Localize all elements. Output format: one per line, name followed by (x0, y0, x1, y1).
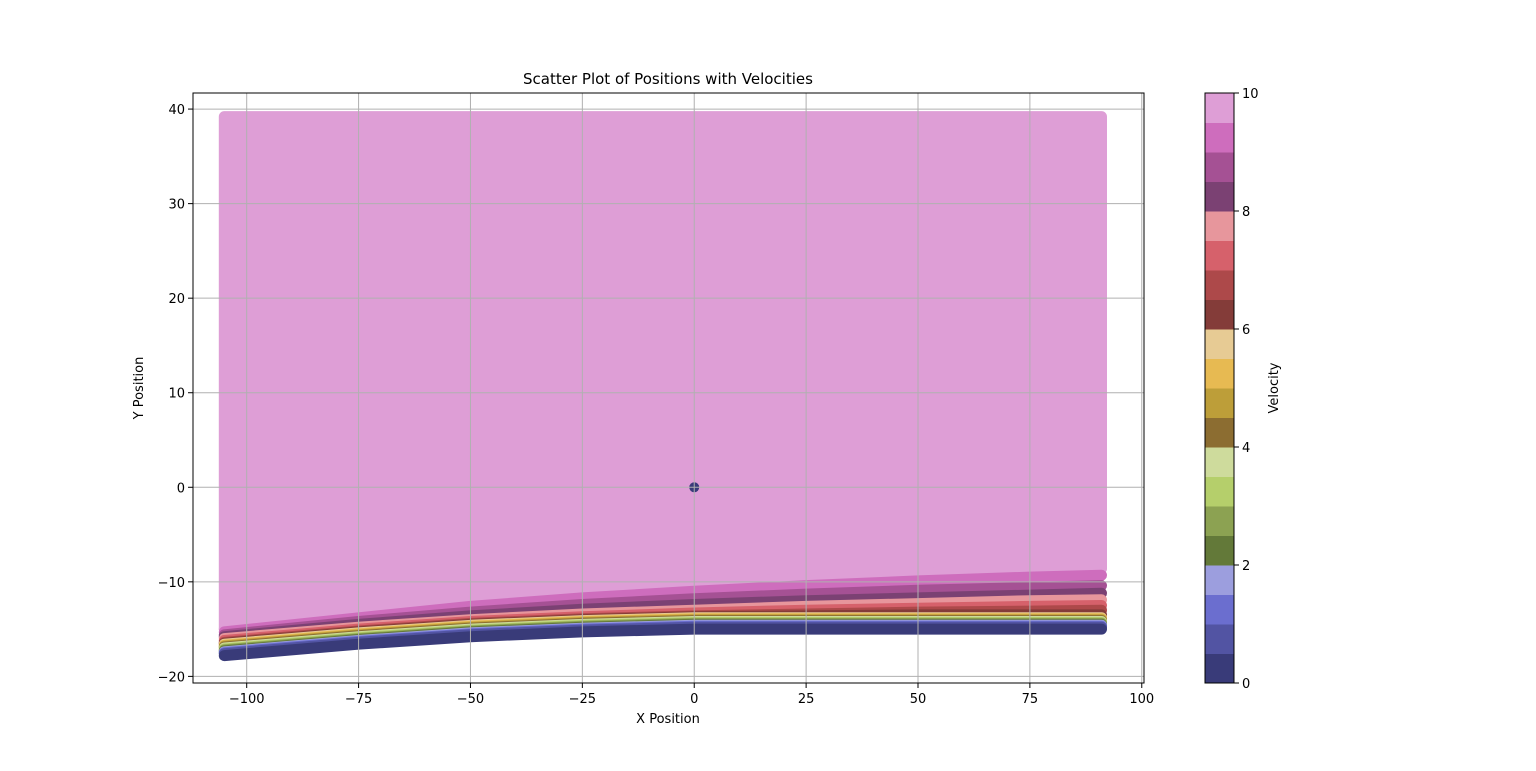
x-tick-label: −100 (229, 692, 265, 707)
axes-frame (192, 92, 1145, 684)
colorbar-tick-label: 2 (1242, 559, 1250, 574)
y-tick-label: 20 (168, 292, 185, 307)
scatter-series-v10 (218, 111, 1107, 635)
colorbar-segment (1205, 476, 1234, 507)
y-axis-label: Y Position (132, 357, 147, 421)
y-tick-label: −20 (158, 670, 185, 685)
y-tick-label: 0 (177, 481, 185, 496)
colorbar-segment (1205, 299, 1234, 330)
chart-title: Scatter Plot of Positions with Velocitie… (523, 70, 813, 88)
colorbar-segment (1205, 594, 1234, 625)
colorbar-tick-label: 6 (1242, 323, 1250, 338)
colorbar-segment (1205, 211, 1234, 241)
x-tick-label: 0 (690, 692, 698, 707)
colorbar-label: Velocity (1267, 362, 1282, 413)
colorbar-segment (1205, 240, 1234, 271)
grid-lines (193, 93, 1144, 683)
colorbar-tick-label: 8 (1242, 205, 1250, 220)
y-tick-label: 40 (168, 103, 185, 118)
colorbar-tick-label: 0 (1242, 677, 1250, 692)
x-tick-label: 50 (910, 692, 927, 707)
colorbar-segment (1205, 447, 1234, 477)
colorbar-segment (1205, 506, 1234, 536)
colorbar-segment (1205, 388, 1234, 418)
x-tick-label: 75 (1022, 692, 1039, 707)
colorbar-segment (1205, 358, 1234, 389)
y-tick-label: −10 (158, 576, 185, 591)
colorbar-segment (1205, 329, 1234, 359)
colorbar-segment (1205, 181, 1234, 212)
y-tick-label: 30 (168, 198, 185, 213)
colorbar-segment (1205, 653, 1234, 684)
x-tick-label: −75 (345, 692, 372, 707)
y-tick-label: 10 (168, 387, 185, 402)
colorbar-frame (1204, 92, 1235, 684)
colorbar-tick-label: 4 (1242, 441, 1250, 456)
x-tick-label: −50 (457, 692, 484, 707)
plot-area (218, 111, 1107, 662)
x-tick-label: −25 (569, 692, 596, 707)
axes-spines (192, 92, 1145, 684)
colorbar-segment (1205, 122, 1234, 153)
colorbar-tick-label: 10 (1242, 87, 1259, 102)
colorbar-segment (1205, 270, 1234, 300)
colorbar-segment (1205, 624, 1234, 654)
colorbar-segment (1205, 417, 1234, 448)
colorbar-segment (1205, 565, 1234, 595)
x-tick-label: 25 (798, 692, 815, 707)
colorbar-segment (1205, 535, 1234, 566)
colorbar-segment (1205, 152, 1234, 182)
colorbar-segment (1205, 93, 1234, 123)
colorbar: 0 2 4 6 8 10 (1204, 87, 1259, 692)
x-tick-label: 100 (1129, 692, 1154, 707)
x-axis-label: X Position (636, 712, 700, 727)
